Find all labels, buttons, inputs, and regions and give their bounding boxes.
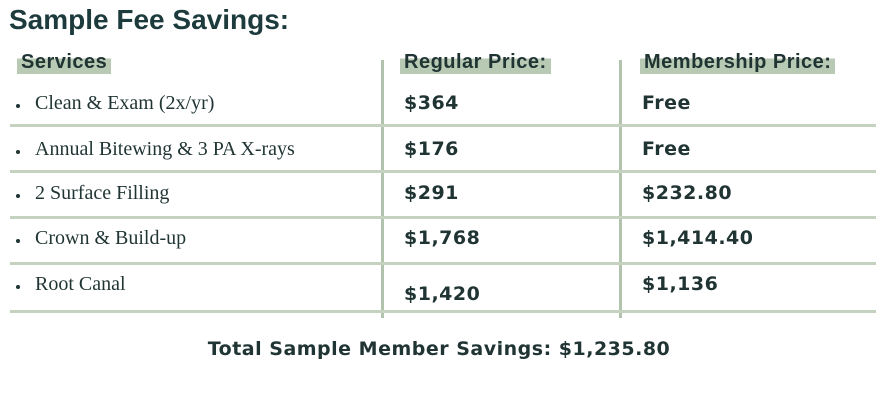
membership-price: $1,136	[642, 273, 719, 295]
service-name: 2 Surface Filling	[35, 182, 170, 204]
membership-price: Free	[642, 138, 691, 160]
column-divider	[619, 60, 622, 318]
total-savings: Total Sample Member Savings: $1,235.80	[207, 338, 671, 360]
regular-price: $1,420	[404, 283, 481, 305]
column-divider	[381, 60, 384, 318]
membership-price: $232.80	[642, 182, 733, 204]
row-divider	[10, 170, 876, 173]
service-name: Root Canal	[35, 273, 126, 295]
bullet	[16, 194, 20, 198]
row-divider	[10, 216, 876, 219]
service-name: Clean & Exam (2x/yr)	[35, 92, 215, 114]
regular-price: $364	[404, 92, 459, 114]
column-header: Membership Price:	[640, 50, 836, 74]
row-divider	[10, 124, 876, 127]
column-header: Services	[17, 50, 112, 74]
bullet	[16, 104, 20, 108]
regular-price: $291	[404, 182, 459, 204]
bullet	[16, 150, 20, 154]
service-name: Crown & Build-up	[35, 227, 187, 249]
bullet	[16, 239, 20, 243]
membership-price: Free	[642, 92, 691, 114]
membership-price: $1,414.40	[642, 227, 754, 249]
column-header: Regular Price:	[400, 50, 551, 74]
row-divider	[10, 310, 876, 313]
bullet	[16, 285, 20, 289]
title: Sample Fee Savings:	[9, 4, 290, 35]
service-name: Annual Bitewing & 3 PA X-rays	[35, 138, 295, 160]
regular-price: $1,768	[404, 227, 481, 249]
regular-price: $176	[404, 138, 459, 160]
row-divider	[10, 262, 876, 265]
